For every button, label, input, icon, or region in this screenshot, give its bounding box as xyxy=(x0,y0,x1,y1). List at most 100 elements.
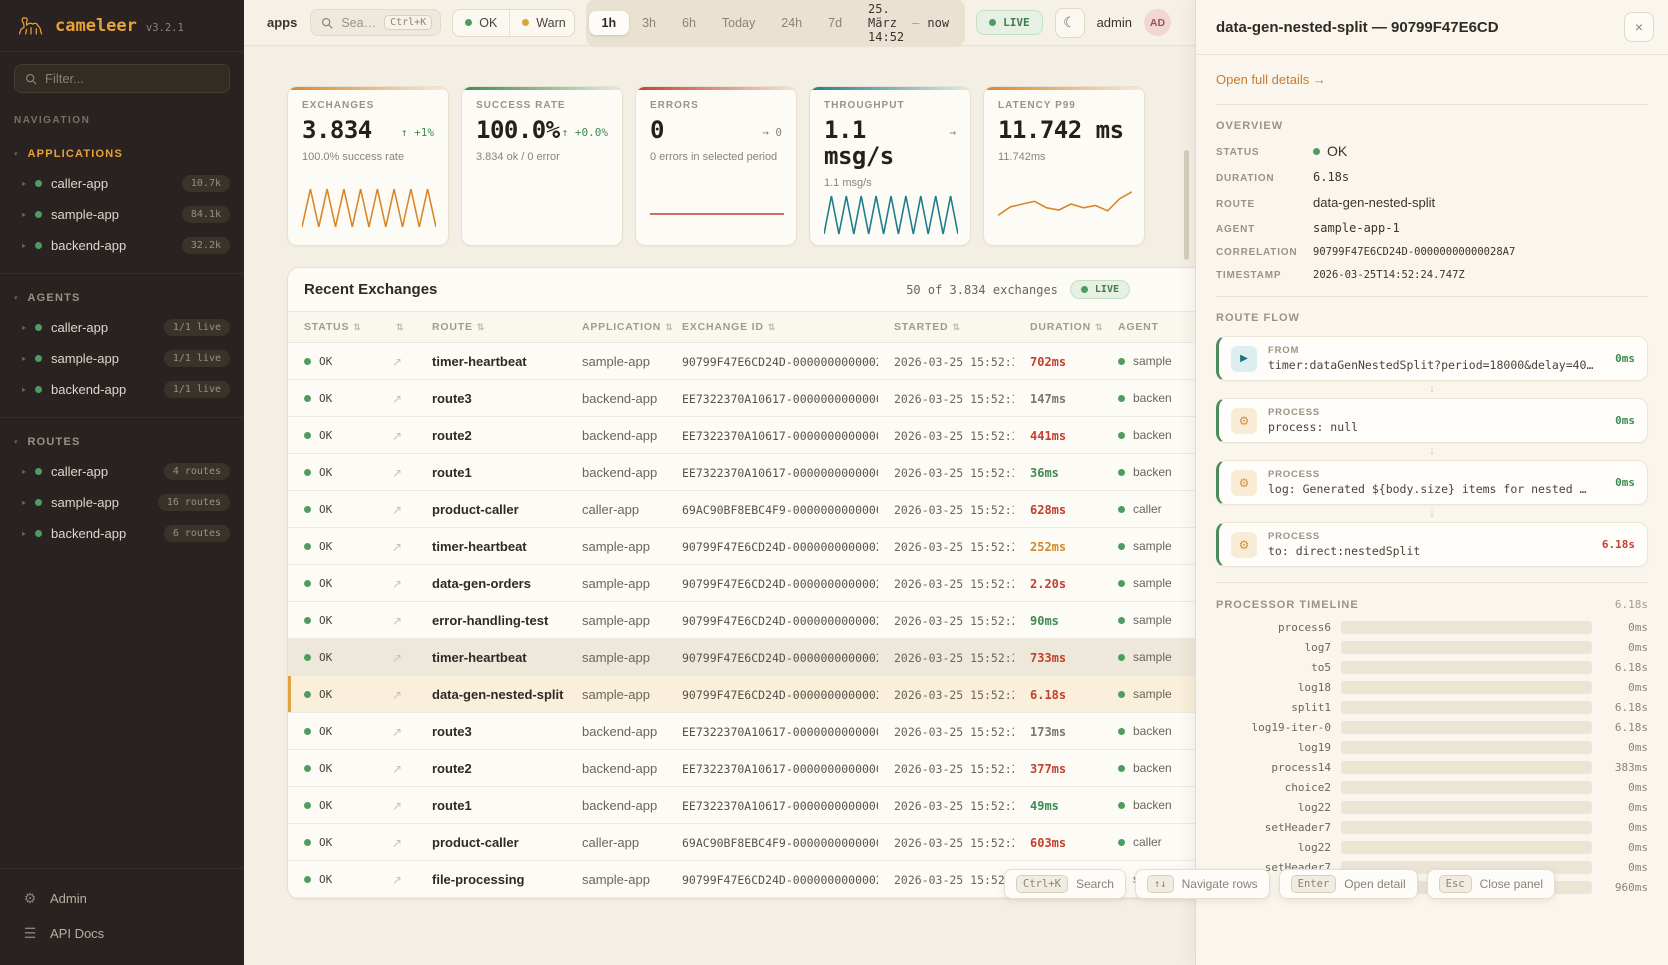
route-name: file-processing xyxy=(432,871,525,887)
open-exchange-icon[interactable]: ↗ xyxy=(392,872,403,887)
live-badge[interactable]: LIVE xyxy=(976,10,1043,35)
trend-cell: ↗ xyxy=(376,675,416,713)
kpi-accent-bar xyxy=(810,87,970,90)
open-exchange-icon[interactable]: ↗ xyxy=(392,576,403,591)
route-name: route1 xyxy=(432,464,472,480)
navigation-label: NAVIGATION xyxy=(14,115,91,126)
sidebar-filter[interactable] xyxy=(14,64,230,93)
range-today[interactable]: Today xyxy=(721,15,756,30)
range-1h[interactable]: 1h xyxy=(588,10,630,35)
sidebar-item-backend-app[interactable]: ▸ backend-app 6 routes xyxy=(0,518,244,549)
timeline-row-log7: log7 0ms xyxy=(1216,641,1648,654)
open-exchange-icon[interactable]: ↗ xyxy=(392,687,403,702)
range-6h[interactable]: 6h xyxy=(682,15,696,30)
section-header[interactable]: ▾ ROUTES xyxy=(0,428,244,456)
open-exchange-icon[interactable]: ↗ xyxy=(392,502,403,517)
range-24h[interactable]: 24h xyxy=(781,15,803,30)
filter-input[interactable] xyxy=(45,71,219,86)
sidebar-item-caller-app[interactable]: ▸ caller-app 1/1 live xyxy=(0,312,244,343)
timeline-track xyxy=(1341,821,1592,834)
open-exchange-icon[interactable]: ↗ xyxy=(392,613,403,628)
chevron-down-icon: ▾ xyxy=(14,439,18,446)
section-header[interactable]: ▾ AGENTS xyxy=(0,284,244,312)
global-search[interactable]: Sea… Ctrl+K xyxy=(310,9,442,36)
exchange-id-cell: EE7322370A10617-000000000000068B xyxy=(666,416,878,454)
table-row[interactable]: OK ↗ timer-heartbeat sample-app 90799F47E6CD… xyxy=(288,527,1566,565)
column-header-application[interactable]: APPLICATION ⇅ xyxy=(566,311,673,343)
sidebar-item-caller-app[interactable]: ▸ caller-app 4 routes xyxy=(0,456,244,487)
chevron-right-icon: ▸ xyxy=(22,529,27,538)
processor-name: log22 xyxy=(1297,841,1331,854)
sidebar-item-backend-app[interactable]: ▸ backend-app 32.2k xyxy=(0,230,244,261)
agent-dot-icon xyxy=(1118,542,1125,550)
column-header-duration[interactable]: DURATION ⇅ xyxy=(1014,311,1103,343)
flow-step-3[interactable]: ⚙ PROCESS log: Generated ${body.size} item… xyxy=(1216,460,1648,505)
avatar[interactable]: AD xyxy=(1144,9,1171,36)
logo-row: cameleer v3.2.1 xyxy=(0,0,244,52)
open-exchange-icon[interactable]: ↗ xyxy=(392,391,403,406)
flow-step-kind: PROCESS xyxy=(1268,407,1321,418)
date-range[interactable]: 25. März 14:52 — now xyxy=(855,2,962,44)
open-full-details-link[interactable]: Open full details → xyxy=(1216,72,1326,87)
open-exchange-icon[interactable]: ↗ xyxy=(392,428,403,443)
exchange-id: 90799F47E6CD24D-00000000000028A9 xyxy=(682,650,878,665)
open-exchange-icon[interactable]: ↗ xyxy=(392,798,403,813)
status-label: OK xyxy=(319,835,333,849)
status-filter-warn[interactable]: Warn xyxy=(509,9,573,36)
processor-duration: 960ms xyxy=(1614,881,1648,894)
trend-cell: ↗ xyxy=(376,527,416,565)
kpi-sparkline xyxy=(997,184,1133,235)
sidebar-item-sample-app[interactable]: ▸ sample-app 16 routes xyxy=(0,487,244,518)
flow-step-main: PROCESS process: null xyxy=(1268,407,1604,434)
exchange-id: 90799F47E6CD24D-00000000000028B1 xyxy=(682,613,878,628)
section-title: ROUTES xyxy=(27,436,81,448)
sidebar-item-sample-app[interactable]: ▸ sample-app 1/1 live xyxy=(0,343,244,374)
column-header-status[interactable]: STATUS ⇅ xyxy=(288,311,376,343)
range-7d[interactable]: 7d xyxy=(828,15,843,30)
status-dot-icon xyxy=(35,324,43,331)
flow-step-1[interactable]: ▶ FROM timer:dataGenNestedSplit?period=180… xyxy=(1216,336,1648,381)
sidebar-item-caller-app[interactable]: ▸ caller-app 10.7k xyxy=(0,168,244,199)
gear-icon: ⚙ xyxy=(1231,407,1257,434)
route-cell: route3 xyxy=(416,712,566,750)
column-header-exchange-id[interactable]: EXCHANGE ID ⇅ xyxy=(666,311,878,343)
status-badge: OK xyxy=(304,503,366,516)
table-row[interactable]: OK ↗ error-handling-test sample-app 90799F47… xyxy=(288,601,1566,639)
sidebar-footer-admin[interactable]: ⚙ Admin xyxy=(0,881,244,916)
open-exchange-icon[interactable]: ↗ xyxy=(392,835,403,850)
theme-toggle-button[interactable]: ☾ xyxy=(1054,7,1085,38)
open-exchange-icon[interactable]: ↗ xyxy=(392,539,403,554)
status-label: OK xyxy=(319,687,333,701)
sidebar-section: ▾ AGENTS ▸ caller-app 1/1 live ▸ sample-app 1/1… xyxy=(0,273,244,417)
vertical-scrollbar[interactable] xyxy=(1184,150,1189,260)
open-exchange-icon[interactable]: ↗ xyxy=(392,724,403,739)
arrow-down-icon: ↓ xyxy=(1429,507,1435,519)
sidebar-item-sample-app[interactable]: ▸ sample-app 84.1k xyxy=(0,199,244,230)
timeline-track xyxy=(1341,801,1592,814)
range-3h[interactable]: 3h xyxy=(642,15,656,30)
column-header-started[interactable]: STARTED ⇅ xyxy=(878,311,1014,343)
status-dot-icon xyxy=(35,355,43,362)
kpi-card-errors: ERRORS 0 → 0 0 errors in selected period xyxy=(635,86,797,246)
open-exchange-icon[interactable]: ↗ xyxy=(392,354,403,369)
section-header[interactable]: ▾ APPLICATIONS xyxy=(0,140,244,168)
flow-step-2[interactable]: ⚙ PROCESS process: null 0ms xyxy=(1216,398,1648,443)
sidebar-item-backend-app[interactable]: ▸ backend-app 1/1 live xyxy=(0,374,244,405)
chevron-right-icon: ▸ xyxy=(22,241,27,250)
agent-dot-icon xyxy=(1118,801,1125,809)
agent-name: backen xyxy=(1133,761,1172,775)
timeline-row-split1: split1 6.18s xyxy=(1216,701,1648,714)
open-exchange-icon[interactable]: ↗ xyxy=(392,465,403,480)
column-header-route[interactable]: ROUTE ⇅ xyxy=(416,311,566,343)
open-exchange-icon[interactable]: ↗ xyxy=(392,650,403,665)
kpi-value-row: 1.1 msg/s → xyxy=(824,116,956,170)
sidebar-footer-api-docs[interactable]: ☰ API Docs xyxy=(0,916,244,951)
kpi-value: 1.1 msg/s xyxy=(824,116,894,170)
status-filter-ok[interactable]: OK xyxy=(453,10,509,36)
shortcut-label: Open detail xyxy=(1344,877,1406,891)
close-panel-button[interactable]: × xyxy=(1624,12,1654,42)
sidebar-item-badge: 32.2k xyxy=(181,237,230,254)
open-exchange-icon[interactable]: ↗ xyxy=(392,761,403,776)
flow-step-4[interactable]: ⚙ PROCESS to: direct:nestedSplit 6.18s xyxy=(1216,522,1648,567)
column-header-trend[interactable]: ⇅ xyxy=(376,311,416,343)
